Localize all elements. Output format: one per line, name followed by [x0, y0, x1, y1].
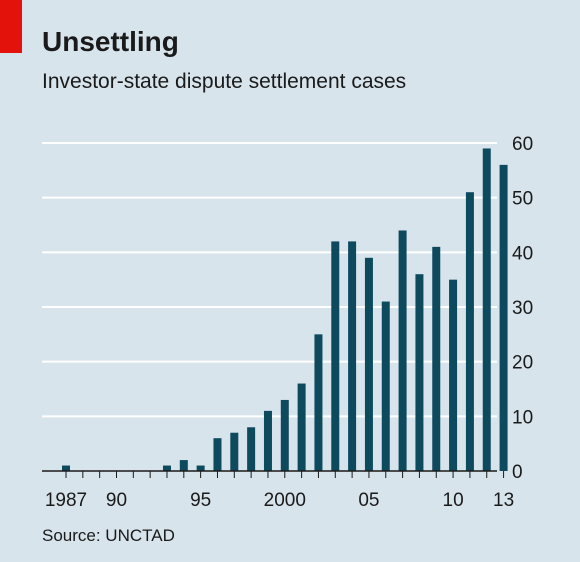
- chart-title: Unsettling: [42, 26, 179, 57]
- y-tick-label: 50: [512, 189, 533, 210]
- x-tick-label: 13: [493, 490, 514, 511]
- bar: [348, 241, 357, 471]
- y-tick-label: 40: [512, 243, 533, 264]
- bar: [213, 438, 222, 471]
- bar: [196, 465, 205, 471]
- bar: [381, 301, 390, 471]
- x-tick-label: 05: [358, 490, 379, 511]
- bar: [465, 192, 474, 471]
- bar: [162, 465, 171, 471]
- bar: [297, 383, 306, 471]
- bar: [331, 241, 340, 471]
- x-tick-label: 2000: [264, 490, 306, 511]
- bar: [280, 399, 289, 471]
- x-tick-label: 90: [106, 490, 127, 511]
- y-tick-label: 60: [512, 134, 533, 155]
- bar: [432, 246, 441, 471]
- bar: [482, 148, 491, 471]
- source-note: Source: UNCTAD: [42, 526, 175, 545]
- x-tick-label: 95: [190, 490, 211, 511]
- bar: [398, 230, 407, 471]
- y-tick-label: 30: [512, 298, 533, 319]
- bar: [179, 460, 188, 471]
- bar: [415, 274, 424, 471]
- y-tick-label: 20: [512, 353, 533, 374]
- bar-chart: 0 10 20 30 40 50 60 1987 90 95 2000 05 10 13: [42, 134, 533, 511]
- bar: [263, 410, 272, 471]
- y-tick-label: 0: [512, 462, 523, 483]
- bar: [499, 164, 508, 471]
- x-tick-label: 10: [443, 490, 464, 511]
- x-tick-label: 1987: [45, 490, 87, 511]
- chart-subtitle: Investor-state dispute settlement cases: [42, 70, 407, 93]
- bar: [247, 427, 256, 471]
- brand-tag: [0, 0, 22, 53]
- bar: [62, 465, 70, 471]
- y-tick-label: 10: [512, 407, 533, 428]
- bar: [449, 279, 458, 471]
- bar: [230, 432, 239, 471]
- bar: [364, 257, 373, 471]
- bar: [314, 334, 323, 471]
